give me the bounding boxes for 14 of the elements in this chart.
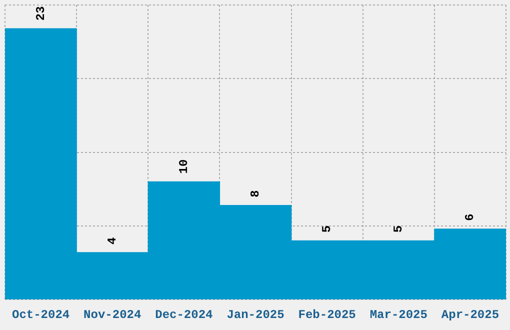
x-tick-label: Apr-2025 [441,308,500,322]
data-label: 10 [176,159,191,174]
data-label: 6 [463,214,478,221]
data-label: 5 [392,225,406,233]
x-tick-label: Feb-2025 [298,308,356,322]
data-label: 4 [105,237,120,244]
data-label: 23 [34,6,48,21]
x-tick-label: Nov-2024 [84,308,142,322]
data-label: 5 [320,225,334,233]
x-tick-label: Oct-2024 [12,308,70,322]
data-label: 8 [248,190,263,198]
x-tick-label: Jan-2025 [226,308,284,322]
x-tick-label: Dec-2024 [155,308,213,322]
x-tick-label: Mar-2025 [370,308,428,322]
